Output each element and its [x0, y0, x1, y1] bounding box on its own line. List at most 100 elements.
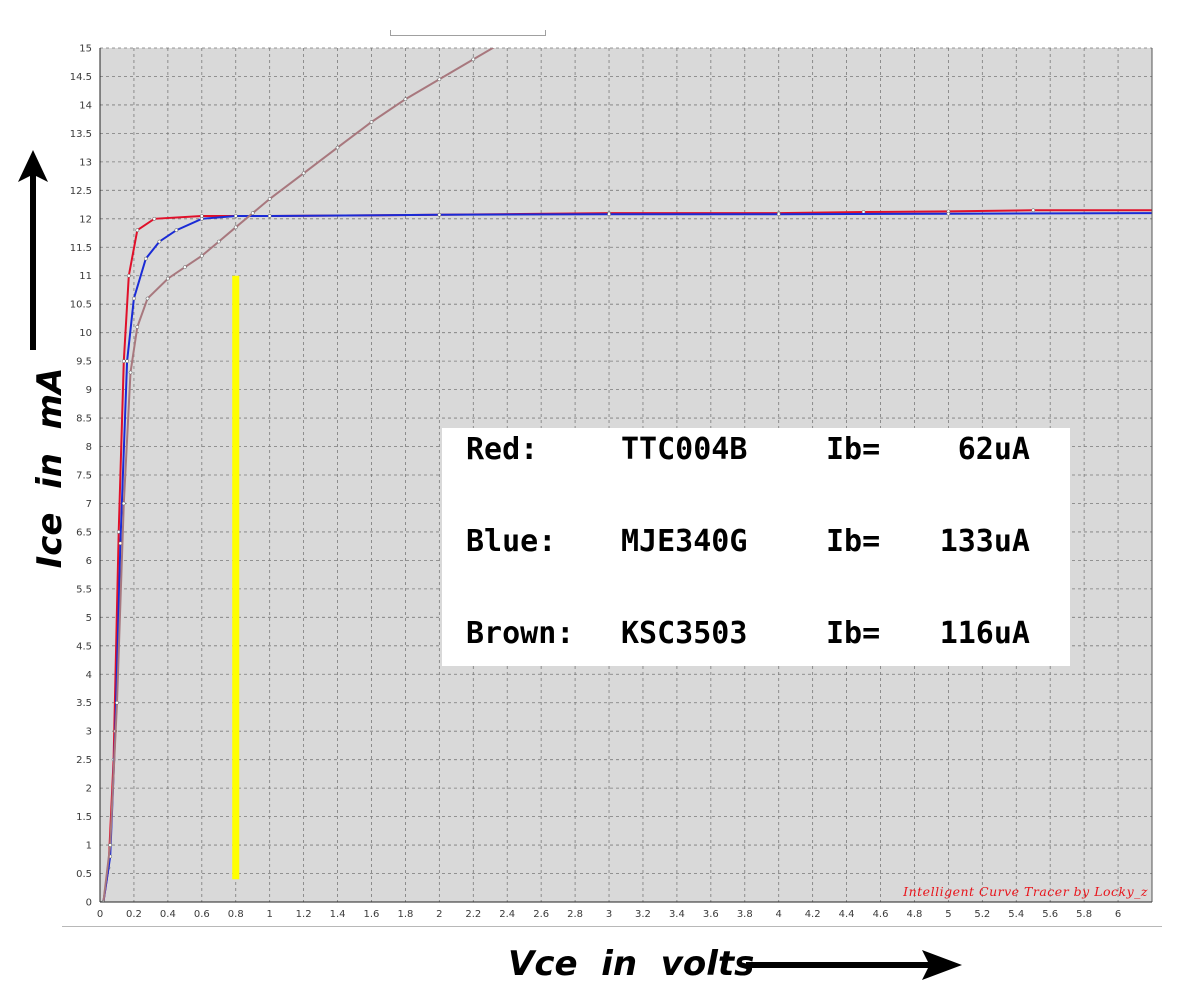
- y-tick-label: 8.5: [76, 414, 92, 425]
- y-tick-label: 11.5: [70, 243, 92, 254]
- x-tick-label: 4.8: [906, 909, 922, 920]
- x-tick-label: 2.8: [567, 909, 583, 920]
- x-tick-label: 1.6: [364, 909, 380, 920]
- y-tick-label: 13.5: [70, 129, 92, 140]
- series-point-brown: [199, 253, 204, 258]
- x-tick-label: 5.6: [1042, 909, 1058, 920]
- series-point-blue: [199, 216, 204, 221]
- series-point-red: [152, 216, 157, 221]
- series-point-brown: [335, 145, 340, 150]
- window-top-tab: [390, 30, 546, 36]
- x-tick-label: 5: [945, 909, 951, 920]
- series-point-red: [126, 273, 131, 278]
- series-point-blue: [174, 228, 179, 233]
- y-tick-label: 0: [86, 898, 92, 909]
- series-point-brown: [128, 370, 133, 375]
- series-point-brown: [233, 225, 238, 230]
- series-point-red: [121, 359, 126, 363]
- legend-part: KSC3503: [621, 616, 748, 651]
- legend-ib-label: Ib=: [826, 432, 881, 467]
- legend-row-blue: Blue: MJE340G Ib= 133uA: [466, 524, 1030, 564]
- x-tick-label: 1.8: [397, 909, 413, 920]
- series-point-blue: [437, 212, 442, 217]
- series-point-blue: [946, 211, 951, 216]
- series-point-brown: [182, 265, 187, 270]
- series-point-brown: [135, 325, 140, 329]
- y-tick-label: 1.5: [76, 812, 92, 823]
- series-blue: [101, 211, 1152, 902]
- y-tick-label: 10.5: [70, 300, 92, 311]
- x-tick-label: 0: [97, 909, 103, 920]
- x-tick-label: 0.2: [126, 909, 142, 920]
- y-tick-label: 7: [86, 499, 92, 510]
- series-point-brown: [216, 239, 221, 244]
- y-tick-label: 3: [86, 727, 92, 738]
- x-tick-label: 0.8: [228, 909, 244, 920]
- x-tick-label: 1.2: [296, 909, 312, 920]
- x-tick-label: 3.8: [737, 909, 753, 920]
- series-point-blue: [157, 239, 162, 244]
- window-bottom-strip: [62, 926, 1162, 935]
- credit-text: Intelligent Curve Tracer by Locky_z: [902, 884, 1148, 899]
- legend-name: Red:: [466, 432, 539, 467]
- series-brown: [101, 38, 509, 902]
- x-tick-label: 3.2: [635, 909, 651, 920]
- y-tick-label: 10: [79, 328, 92, 339]
- y-tick-label: 14.5: [70, 72, 92, 83]
- y-tick-label: 6: [86, 556, 92, 567]
- legend-row-red: Red: TTC004B Ib= 62uA: [466, 432, 1030, 472]
- x-tick-label: 4: [776, 909, 782, 920]
- series-layer: [101, 38, 1152, 902]
- series-point-blue: [267, 214, 272, 218]
- legend-box: Red: TTC004B Ib= 62uA Blue: MJE340G Ib= …: [442, 428, 1070, 666]
- y-tick-label: 0.5: [76, 869, 92, 880]
- x-tick-label: 1.4: [330, 909, 346, 920]
- y-tick-label: 2: [86, 784, 92, 795]
- y-tick-label: 4.5: [76, 641, 92, 652]
- y-tick-label: 13: [79, 157, 92, 168]
- x-tick-label: 5.8: [1076, 909, 1092, 920]
- series-point-brown: [369, 120, 374, 124]
- x-axis-label: Vce in volts: [508, 944, 755, 984]
- legend-ib-value: 133uA: [939, 524, 1030, 559]
- series-point-blue: [776, 212, 781, 217]
- series-point-brown: [115, 700, 119, 705]
- series-point-brown: [471, 57, 476, 62]
- y-tick-label: 12: [79, 214, 92, 225]
- x-tick-label: 4.2: [805, 909, 821, 920]
- x-tick-label: 2.4: [499, 909, 515, 920]
- series-point-brown: [145, 296, 150, 301]
- x-tick-label: 5.4: [1008, 909, 1024, 920]
- y-tick-label: 6.5: [76, 527, 92, 538]
- x-tick-label: 3.6: [703, 909, 719, 920]
- y-axis-arrow-icon: [16, 150, 50, 355]
- series-point-brown: [166, 276, 170, 281]
- legend-part: MJE340G: [621, 524, 748, 559]
- series-point-brown: [506, 38, 509, 41]
- series-point-brown: [250, 211, 255, 215]
- x-tick-label: 5.2: [974, 909, 990, 920]
- x-tick-label: 3.4: [669, 909, 685, 920]
- y-tick-label: 12.5: [70, 186, 92, 197]
- x-tick-label: 0.6: [194, 909, 210, 920]
- x-tick-label: 2.6: [533, 909, 549, 920]
- legend-row-brown: Brown: KSC3503 Ib= 116uA: [466, 616, 1030, 656]
- series-point-blue: [132, 296, 136, 301]
- series-point-brown: [121, 501, 126, 506]
- series-point-brown: [437, 77, 442, 82]
- series-point-blue: [143, 256, 148, 261]
- y-tick-label: 14: [79, 100, 92, 111]
- x-tick-label: 6: [1115, 909, 1121, 920]
- legend-name: Brown:: [466, 616, 575, 651]
- legend-part: TTC004B: [621, 432, 748, 467]
- y-tick-label: 9: [86, 385, 92, 396]
- legend-name: Blue:: [466, 524, 557, 559]
- x-tick-label: 4.4: [839, 909, 855, 920]
- series-point-red: [1031, 208, 1036, 213]
- y-tick-label: 4: [86, 670, 92, 681]
- y-tick-label: 3.5: [76, 698, 92, 709]
- x-axis-arrow-icon: [746, 948, 962, 987]
- y-tick-label: 8: [86, 442, 92, 453]
- legend-ib-label: Ib=: [826, 524, 881, 559]
- series-point-blue: [233, 214, 238, 218]
